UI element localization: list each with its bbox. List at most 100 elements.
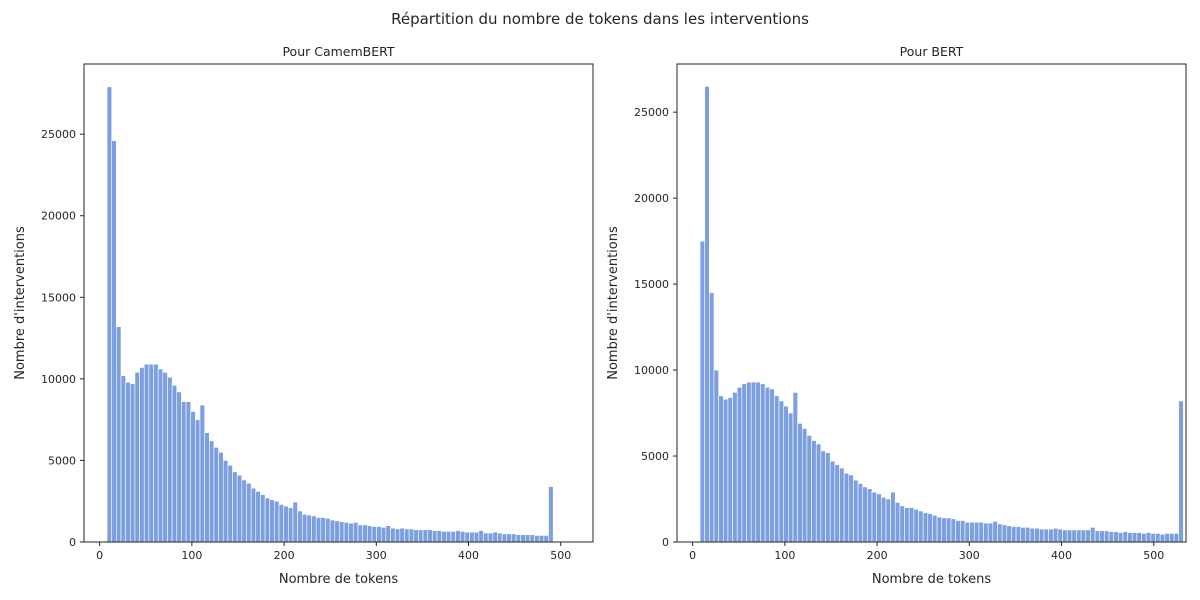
- bar-camembert-17: [185, 401, 192, 543]
- bar-camembert-80: [478, 530, 484, 543]
- bar-camembert-15: [176, 391, 182, 543]
- y-tick-label-bert-20000: 20000: [634, 192, 669, 205]
- bar-bert-54: [950, 518, 956, 543]
- bar-bert-35: [862, 486, 868, 543]
- bar-bert-46: [913, 509, 919, 543]
- bar-bert-13: [760, 383, 766, 543]
- bar-camembert-49: [334, 520, 340, 543]
- bar-camembert-9: [148, 363, 154, 543]
- bar-bert-33: [853, 479, 859, 543]
- bar-bert-82: [1080, 529, 1087, 543]
- bar-bert-52: [941, 517, 947, 543]
- bar-bert-28: [829, 460, 836, 543]
- y-tick-label-bert-15000: 15000: [634, 278, 669, 291]
- bar-bert-32: [848, 474, 854, 543]
- bar-bert-7: [732, 392, 738, 543]
- bar-camembert-94: [543, 535, 549, 543]
- bar-camembert-40: [292, 501, 298, 543]
- bar-camembert-21: [204, 432, 210, 543]
- bar-camembert-87: [511, 533, 517, 543]
- bar-bert-31: [843, 472, 850, 543]
- bar-camembert-91: [529, 534, 535, 543]
- bar-camembert-62: [394, 528, 401, 543]
- bar-bert-77: [1057, 528, 1063, 543]
- bar-bert-2: [709, 292, 715, 543]
- bar-bert-40: [885, 498, 891, 543]
- bar-bert-50: [932, 515, 938, 543]
- bar-bert-57: [964, 521, 970, 543]
- bar-camembert-53: [353, 522, 359, 543]
- bar-camembert-32: [255, 491, 261, 543]
- x-tick-label-camembert-500: 500: [550, 549, 571, 562]
- bar-bert-98: [1155, 533, 1161, 543]
- bar-camembert-10: [153, 363, 159, 543]
- bar-camembert-89: [520, 534, 526, 543]
- bar-camembert-84: [497, 532, 503, 543]
- bar-bert-34: [857, 483, 864, 543]
- bar-camembert-64: [404, 528, 410, 543]
- bar-bert-42: [894, 502, 901, 543]
- bar-camembert-35: [269, 499, 275, 543]
- bar-bert-78: [1062, 529, 1068, 543]
- bar-camembert-18: [190, 411, 196, 543]
- bar-bert-59: [973, 521, 980, 543]
- bar-bert-5: [722, 398, 729, 543]
- bar-bert-6: [727, 397, 733, 543]
- bar-bert-96: [1145, 532, 1152, 543]
- y-tick-label-camembert-20000: 20000: [41, 210, 76, 223]
- bar-bert-14: [764, 386, 771, 543]
- bar-bert-100: [1164, 533, 1170, 543]
- bar-camembert-56: [367, 525, 373, 543]
- figure-title: Répartition du nombre de tokens dans les…: [391, 10, 809, 28]
- y-tick-label-bert-5000: 5000: [641, 450, 669, 463]
- bar-camembert-6: [134, 372, 140, 543]
- bar-camembert-74: [450, 531, 456, 543]
- bars-camembert: [106, 86, 554, 543]
- bar-camembert-78: [469, 531, 475, 543]
- panel-bert: Pour BERT 0 100 200 300 400 50005000100001500…: [606, 44, 1187, 587]
- bar-camembert-59: [380, 527, 387, 543]
- bar-bert-99: [1159, 533, 1166, 543]
- bar-camembert-7: [139, 367, 145, 543]
- bar-bert-65: [1001, 524, 1008, 543]
- bar-bert-56: [960, 520, 966, 543]
- bar-camembert-85: [501, 533, 508, 543]
- bar-bert-41: [890, 491, 896, 543]
- bar-bert-10: [746, 381, 752, 543]
- bar-camembert-58: [376, 526, 382, 543]
- x-tick-label-camembert-300: 300: [366, 549, 387, 562]
- bar-bert-25: [815, 443, 822, 543]
- panel-camembert: Pour CamemBERT 0 100 200 300 400 500050001000…: [13, 44, 594, 587]
- bar-bert-67: [1011, 526, 1017, 543]
- bar-bert-62: [987, 522, 994, 543]
- bar-bert-16: [774, 395, 780, 543]
- bar-camembert-31: [250, 487, 257, 543]
- bar-bert-11: [750, 381, 757, 543]
- bar-bert-103: [1178, 400, 1184, 543]
- bar-bert-26: [820, 450, 826, 543]
- bar-bert-58: [969, 521, 975, 543]
- x-tick-label-bert-0: 0: [689, 549, 696, 562]
- bar-camembert-95: [548, 486, 554, 543]
- y-tick-label-bert-10000: 10000: [634, 364, 669, 377]
- bar-camembert-24: [218, 451, 224, 543]
- bar-camembert-27: [232, 471, 238, 543]
- bar-bert-15: [769, 388, 775, 543]
- bar-camembert-54: [357, 524, 363, 543]
- bar-camembert-3: [120, 375, 126, 543]
- bar-camembert-5: [129, 383, 136, 543]
- y-axis-label-bert: Nombre d'interventions: [606, 226, 621, 380]
- bars-bert: [699, 86, 1184, 543]
- bar-bert-94: [1136, 532, 1142, 543]
- bar-bert-74: [1043, 528, 1049, 543]
- bar-camembert-73: [446, 531, 452, 543]
- bar-camembert-71: [436, 530, 442, 543]
- bar-camembert-43: [306, 514, 312, 543]
- bar-camembert-75: [455, 530, 461, 543]
- bar-camembert-55: [362, 524, 368, 543]
- bar-camembert-51: [343, 522, 350, 543]
- bar-bert-70: [1025, 527, 1031, 543]
- bar-camembert-12: [162, 372, 168, 543]
- x-tick-label-camembert-100: 100: [181, 549, 202, 562]
